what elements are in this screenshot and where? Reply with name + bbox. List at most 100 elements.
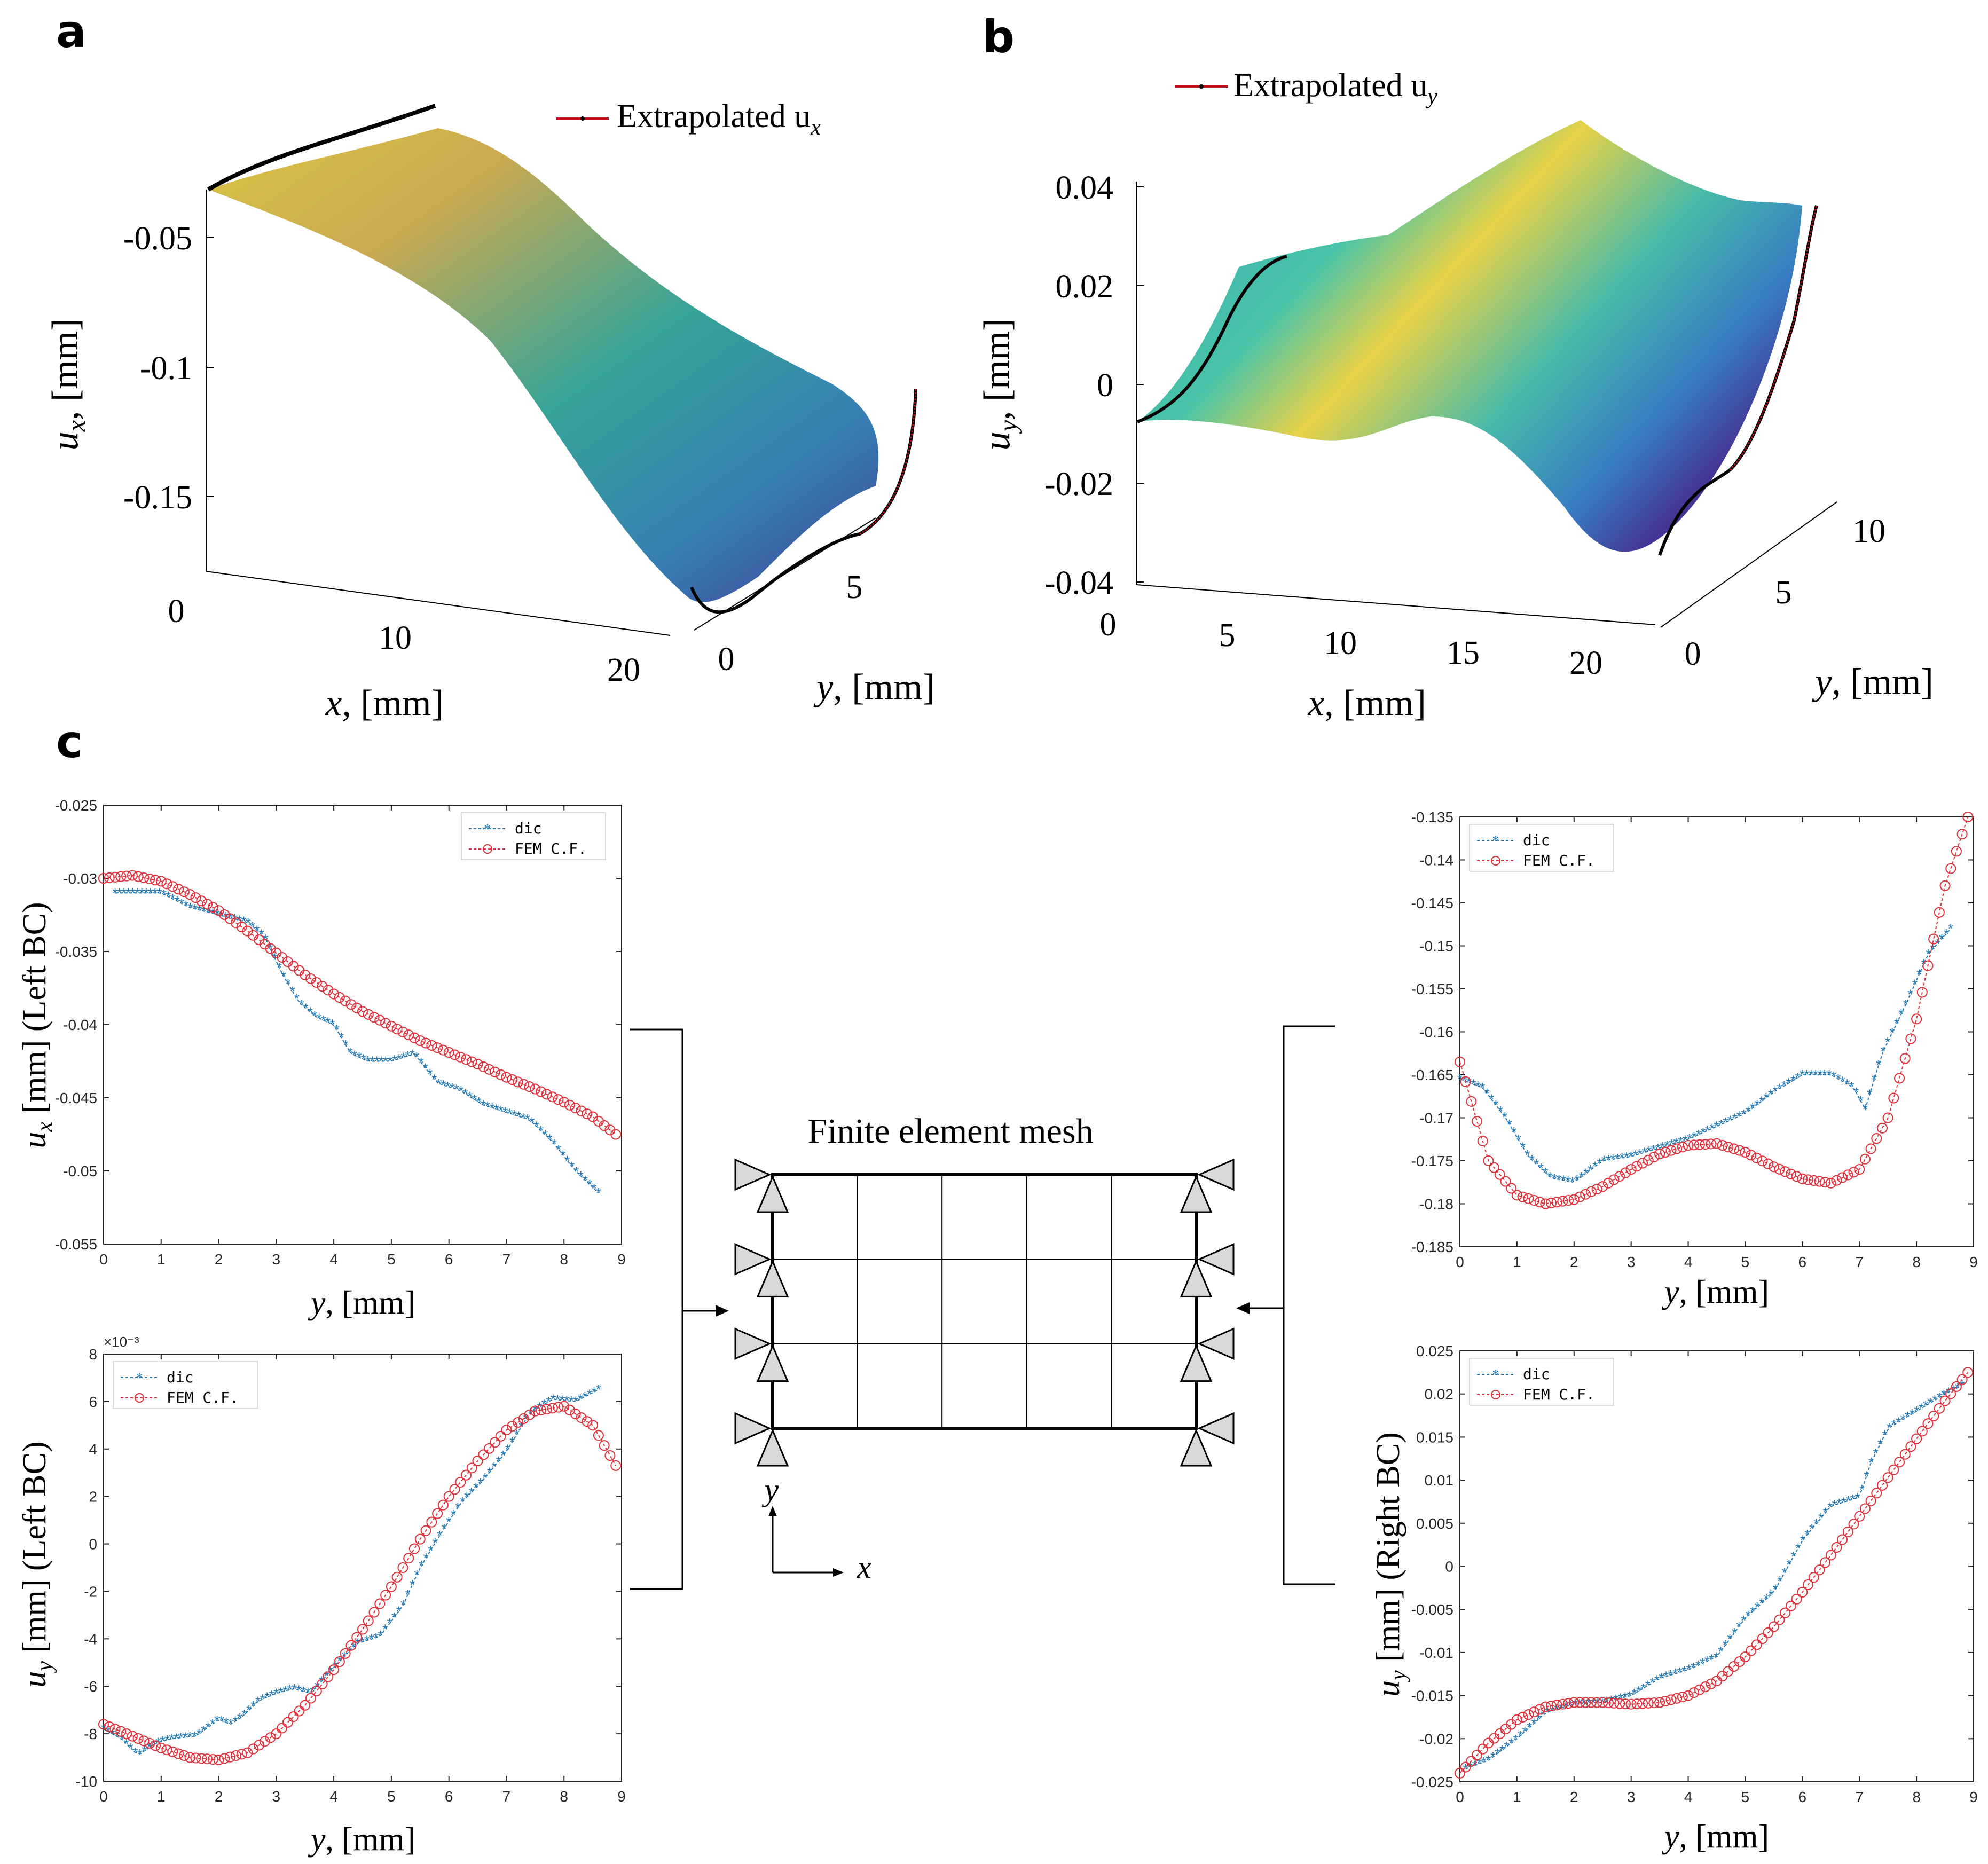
panel-b-x-label: x, [mm]	[1307, 683, 1426, 724]
legend-entry-label: FEM C.F.	[515, 840, 587, 858]
x-tick-label: 5	[1219, 617, 1236, 654]
data-point-fem	[1665, 1694, 1677, 1705]
y-tick-label: -10	[76, 1773, 97, 1790]
data-point-fem	[1477, 1135, 1488, 1146]
y-axis-label-sub: y	[1386, 1670, 1411, 1682]
x-tick-label: 5	[387, 1251, 396, 1268]
data-point-fem	[1876, 1122, 1888, 1134]
data-point-dic: *	[227, 910, 233, 926]
data-point-fem	[1677, 1692, 1688, 1703]
x-tick-label: 3	[272, 1251, 281, 1268]
x-axis-label-unit: , [mm]	[325, 1821, 415, 1858]
x-axis-label-var: y	[1661, 1819, 1679, 1855]
x-tick-label: 1	[157, 1788, 166, 1805]
data-point-dic: *	[1579, 1169, 1584, 1185]
data-point-dic: *	[1628, 1149, 1633, 1165]
data-point-fem	[1763, 1627, 1774, 1638]
data-point-fem	[426, 1040, 437, 1051]
data-point-fem	[587, 1420, 599, 1431]
data-point-dic: *	[396, 1603, 402, 1619]
data-point-dic: *	[1759, 1093, 1764, 1109]
data-point-dic: *	[1493, 1097, 1498, 1113]
data-point-dic: *	[400, 1596, 406, 1613]
legend-swatch-marker: *	[1492, 1367, 1499, 1382]
data-point-dic: *	[1759, 1595, 1764, 1611]
data-point-fem	[1871, 1488, 1882, 1499]
data-point-fem	[1774, 1614, 1785, 1625]
data-point-fem	[1472, 1749, 1483, 1760]
data-point-dic: *	[1727, 1631, 1732, 1647]
data-point-dic: *	[476, 1094, 482, 1110]
x-tick-label: 4	[329, 1788, 338, 1805]
data-point-dic: *	[564, 1393, 569, 1409]
data-point-fem	[536, 1086, 547, 1097]
data-point-dic: *	[491, 1459, 497, 1475]
surface-uy	[1137, 120, 1802, 552]
data-point-dic: *	[392, 1052, 397, 1068]
data-point-fem	[351, 1632, 363, 1643]
data-point-dic: *	[1507, 1116, 1512, 1132]
data-point-dic: *	[469, 1484, 474, 1500]
data-point-dic: *	[259, 926, 264, 942]
y-tick-label: -0.055	[55, 1236, 97, 1253]
data-point-fem	[570, 1103, 581, 1114]
data-point-fem	[1534, 1704, 1545, 1715]
data-point-fem	[495, 1430, 506, 1442]
data-point-fem	[1597, 1697, 1608, 1708]
data-point-dic: *	[591, 1384, 596, 1400]
data-point-fem	[144, 1737, 155, 1749]
data-point-fem	[1608, 1697, 1620, 1709]
data-point-fem	[536, 1404, 547, 1415]
data-point-dic: *	[1490, 1749, 1496, 1765]
data-point-dic: *	[1565, 1173, 1570, 1189]
data-point-dic: *	[1677, 1664, 1683, 1680]
data-point-fem	[1934, 907, 1945, 918]
data-point-fem	[207, 1754, 218, 1765]
data-point-dic: *	[317, 1010, 322, 1026]
data-point-dic: *	[1636, 1683, 1641, 1699]
data-point-fem	[432, 1508, 443, 1519]
data-point-dic: *	[360, 1634, 365, 1650]
data-point-dic: *	[423, 1060, 428, 1076]
data-point-fem	[1580, 1189, 1591, 1200]
data-point-fem	[1894, 1073, 1905, 1084]
data-point-dic: *	[1791, 1548, 1796, 1564]
data-point-dic: *	[319, 1673, 324, 1689]
y-tick-label: 0.01	[1425, 1472, 1454, 1489]
data-point-fem	[1591, 1184, 1602, 1195]
x-tick-label: 7	[502, 1251, 511, 1268]
data-point-dic: *	[1660, 1139, 1665, 1155]
data-point-fem	[1654, 1697, 1665, 1708]
data-point-fem	[1797, 1586, 1808, 1598]
data-point-fem	[323, 1671, 334, 1682]
data-point-dic: *	[161, 886, 167, 902]
data-point-fem	[294, 1705, 305, 1717]
series-line	[1459, 1372, 1969, 1774]
data-point-fem	[414, 1035, 426, 1047]
data-point-dic: *	[496, 1453, 501, 1469]
data-point-dic: *	[1534, 1156, 1539, 1172]
legend-entry-label: dic	[167, 1368, 194, 1386]
data-point-fem	[1546, 1700, 1557, 1711]
data-point-dic: *	[1853, 1084, 1859, 1100]
data-point-fem	[311, 1686, 322, 1697]
data-point-dic: *	[1941, 1387, 1946, 1403]
data-point-dic: *	[1763, 1090, 1769, 1106]
data-point-fem	[1746, 1645, 1757, 1656]
data-point-dic: *	[1814, 1515, 1819, 1531]
data-point-dic: *	[301, 1684, 306, 1700]
fe-mesh-diagram: Finite element mesh y x	[734, 1112, 1235, 1585]
data-point-fem	[1540, 1701, 1551, 1712]
data-point-dic: *	[255, 1694, 261, 1710]
data-point-dic: *	[1687, 1131, 1692, 1147]
data-point-dic: *	[310, 1684, 315, 1700]
y-tick-label: -0.045	[55, 1090, 97, 1106]
data-point-dic: *	[433, 1535, 438, 1551]
chart-legend: * dic FEM C.F.	[1469, 824, 1614, 872]
data-point-fem	[466, 1056, 477, 1067]
data-point-dic: *	[442, 1521, 447, 1537]
x-axis-label-unit: , [mm]	[1679, 1274, 1769, 1310]
data-point-dic: *	[1495, 1745, 1500, 1761]
data-point-dic: *	[1686, 1662, 1692, 1678]
